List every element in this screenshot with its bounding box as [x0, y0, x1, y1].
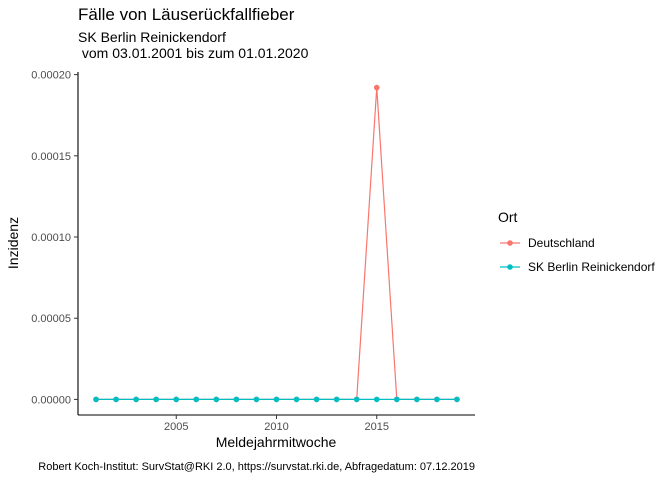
legend: Ort Deutschland SK Berlin Reinickendorf	[498, 209, 655, 274]
y-tick-label: 0.00020	[31, 70, 71, 82]
chart-caption: Robert Koch-Institut: SurvStat@RKI 2.0, …	[38, 461, 475, 473]
data-point-series-1	[293, 396, 300, 403]
legend-title: Ort	[498, 209, 518, 225]
data-point-series-1	[113, 396, 119, 403]
x-tick-label: 2015	[365, 421, 389, 433]
data-point-series-1	[233, 396, 240, 403]
data-point-series-1	[153, 396, 159, 403]
data-point-series-0	[373, 84, 380, 91]
y-tick-label: 0.00000	[31, 394, 71, 406]
data-point-series-1	[133, 396, 139, 403]
x-tick-label: 2005	[164, 421, 188, 433]
legend-label: SK Berlin Reinickendorf	[528, 260, 655, 274]
y-axis-label: Inzidenz	[5, 217, 21, 269]
legend-label: Deutschland	[528, 236, 595, 250]
x-axis-label: Meldejahrmitwoche	[216, 434, 337, 450]
plot-area	[93, 84, 460, 403]
data-point-series-1	[333, 396, 340, 403]
chart-subtitle-line2: vom 03.01.2001 bis zum 01.01.2020	[78, 45, 309, 61]
legend-key-point	[507, 264, 513, 270]
data-point-series-1	[173, 396, 180, 403]
y-tick-label: 0.00005	[31, 313, 71, 325]
data-point-series-1	[273, 396, 280, 403]
data-point-series-1	[93, 396, 99, 403]
y-tick-label: 0.00015	[31, 151, 71, 163]
data-point-series-1	[353, 396, 360, 403]
data-point-series-1	[213, 396, 220, 403]
data-point-series-1	[193, 396, 200, 403]
x-tick-label: 2010	[264, 421, 288, 433]
data-point-series-1	[373, 396, 380, 403]
chart-subtitle-line1: SK Berlin Reinickendorf	[78, 29, 226, 45]
data-point-series-1	[394, 396, 400, 403]
data-point-series-1	[414, 396, 420, 403]
data-point-series-1	[434, 396, 440, 403]
data-point-series-1	[313, 396, 320, 403]
data-point-series-1	[454, 396, 460, 403]
y-tick-label: 0.00010	[31, 232, 71, 244]
series-line-0	[96, 87, 457, 401]
legend-key-point	[507, 240, 513, 246]
chart-title: Fälle von Läuserückfallfieber	[78, 5, 295, 24]
data-point-series-1	[253, 396, 260, 403]
